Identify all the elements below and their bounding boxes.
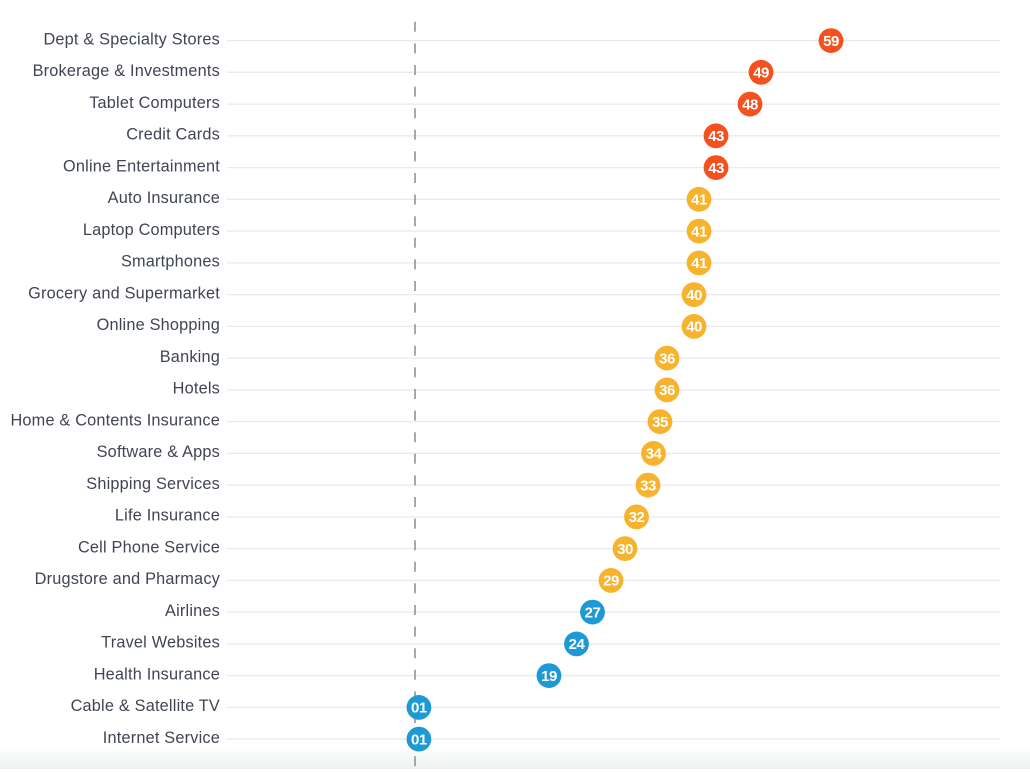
svg-text:35: 35 — [652, 414, 668, 431]
svg-text:59: 59 — [823, 33, 839, 50]
svg-text:Brokerage & Investments: Brokerage & Investments — [33, 62, 220, 80]
svg-text:Airlines: Airlines — [165, 602, 220, 620]
svg-text:30: 30 — [617, 541, 633, 558]
svg-text:29: 29 — [603, 573, 619, 590]
svg-text:Drugstore and Pharmacy: Drugstore and Pharmacy — [35, 570, 221, 588]
svg-text:Tablet Computers: Tablet Computers — [89, 94, 220, 112]
svg-text:01: 01 — [411, 700, 427, 717]
svg-text:Software & Apps: Software & Apps — [97, 443, 220, 461]
svg-text:Shipping Services: Shipping Services — [86, 475, 220, 493]
svg-text:Life Insurance: Life Insurance — [115, 507, 220, 525]
svg-text:43: 43 — [708, 128, 724, 145]
svg-text:01: 01 — [411, 731, 427, 748]
svg-text:41: 41 — [691, 255, 707, 272]
svg-text:43: 43 — [708, 160, 724, 177]
svg-text:Laptop Computers: Laptop Computers — [83, 221, 220, 239]
svg-text:40: 40 — [686, 319, 702, 336]
svg-text:48: 48 — [742, 96, 758, 113]
svg-text:Online Entertainment: Online Entertainment — [63, 157, 220, 175]
svg-text:Cell Phone Service: Cell Phone Service — [78, 538, 220, 556]
svg-text:Travel Websites: Travel Websites — [101, 634, 220, 652]
svg-text:Health Insurance: Health Insurance — [94, 665, 220, 683]
svg-text:49: 49 — [753, 65, 769, 82]
svg-text:41: 41 — [691, 192, 707, 209]
svg-text:Credit Cards: Credit Cards — [126, 126, 220, 144]
svg-text:41: 41 — [691, 223, 707, 240]
svg-text:Hotels: Hotels — [173, 380, 220, 398]
svg-text:Online Shopping: Online Shopping — [97, 316, 220, 334]
svg-text:34: 34 — [646, 446, 663, 463]
svg-text:36: 36 — [659, 382, 675, 399]
svg-text:24: 24 — [569, 636, 586, 653]
svg-text:Dept & Specialty Stores: Dept & Specialty Stores — [43, 30, 220, 48]
svg-text:Banking: Banking — [160, 348, 220, 366]
svg-text:Internet Service: Internet Service — [103, 729, 220, 747]
svg-text:33: 33 — [640, 477, 656, 494]
svg-text:19: 19 — [541, 668, 557, 685]
svg-text:27: 27 — [585, 604, 601, 621]
svg-text:Home & Contents Insurance: Home & Contents Insurance — [10, 411, 220, 429]
svg-text:40: 40 — [686, 287, 702, 304]
svg-text:Auto Insurance: Auto Insurance — [108, 189, 220, 207]
svg-text:36: 36 — [659, 350, 675, 367]
svg-text:Grocery and Supermarket: Grocery and Supermarket — [28, 284, 220, 302]
svg-text:Cable & Satellite TV: Cable & Satellite TV — [71, 697, 220, 715]
svg-text:Smartphones: Smartphones — [121, 253, 220, 271]
svg-text:32: 32 — [629, 509, 645, 526]
